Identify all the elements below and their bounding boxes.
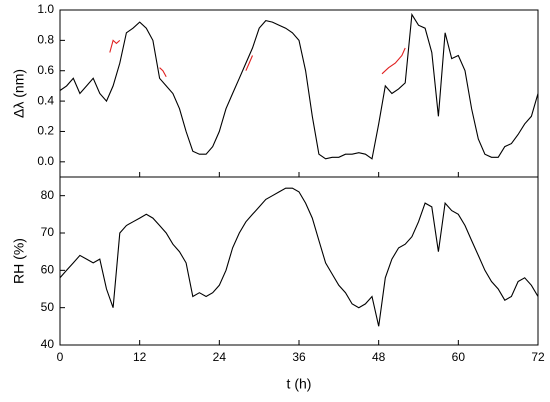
x-tick-label: 60 <box>452 350 466 364</box>
y-tick-label: 60 <box>41 263 55 277</box>
y-tick-label: 0.6 <box>37 63 54 77</box>
y-tick-label: 50 <box>41 300 55 314</box>
x-tick-label: 24 <box>213 350 227 364</box>
y-tick-label: 40 <box>41 337 55 351</box>
x-axis-label: t (h) <box>287 376 312 392</box>
x-tick-label: 0 <box>57 350 64 364</box>
data-line <box>109 39 121 53</box>
data-line <box>59 12 539 160</box>
x-tick-label: 36 <box>292 350 306 364</box>
plot-frame <box>59 9 539 178</box>
y-axis-label: Δλ (nm) <box>11 69 27 118</box>
y-tick-label: 0.8 <box>37 33 54 47</box>
y-tick-label: 0.2 <box>37 124 54 138</box>
x-tick-label: 72 <box>531 350 545 364</box>
plot-frame <box>59 176 539 346</box>
y-tick-label: 0.4 <box>37 93 54 107</box>
data-line <box>381 47 406 75</box>
x-tick-label: 12 <box>133 350 147 364</box>
data-line <box>245 55 254 71</box>
data-line <box>159 67 167 78</box>
y-tick-label: 80 <box>41 188 55 202</box>
y-tick-label: 70 <box>41 225 55 239</box>
data-line <box>59 187 539 327</box>
x-tick-label: 48 <box>372 350 386 364</box>
y-axis-label: RH (%) <box>11 238 27 284</box>
y-tick-label: 1.0 <box>37 2 54 16</box>
y-tick-label: 0.0 <box>37 154 54 168</box>
